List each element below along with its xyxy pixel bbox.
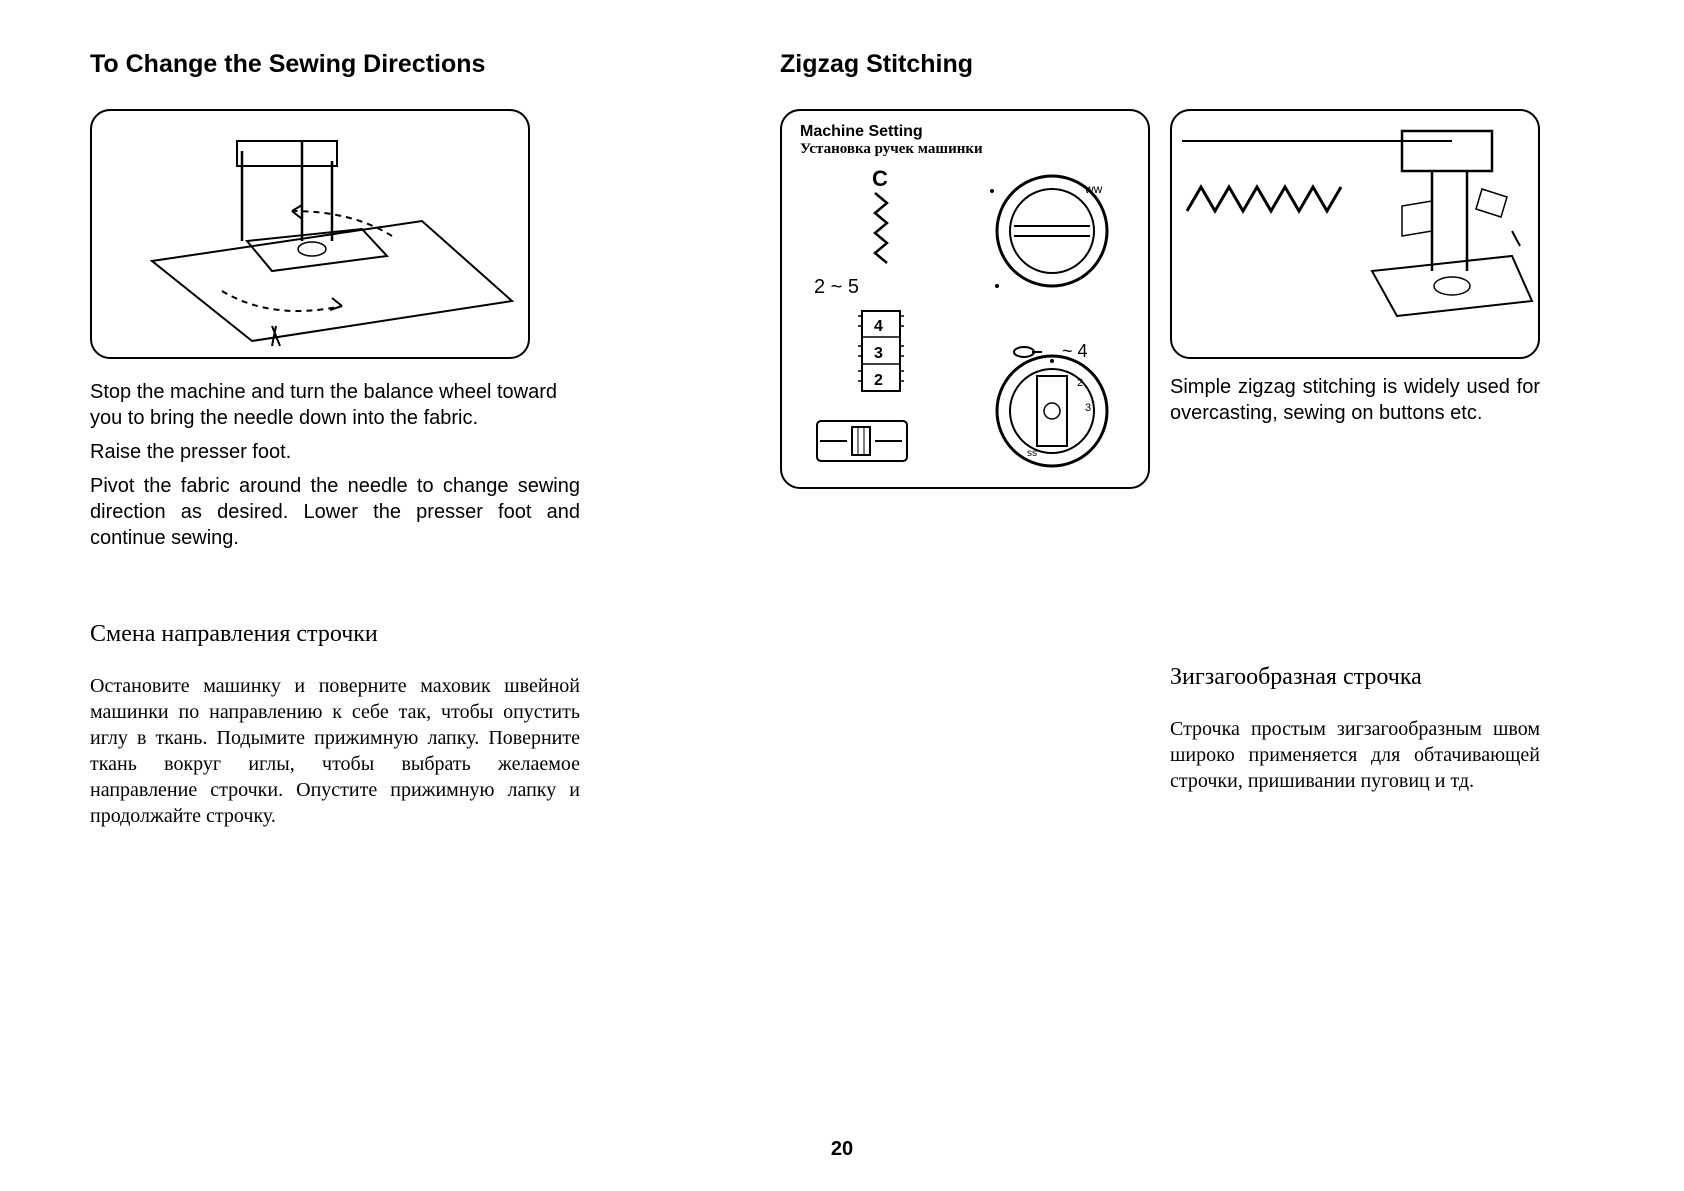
right-desc-ru: Строчка простым зигзагообразным швом шир…: [1170, 716, 1540, 794]
dial-num-2: 2: [874, 372, 883, 389]
machine-settings-diagram: Machine Setting Установка ручек машинки …: [780, 109, 1150, 489]
right-title-ru: Зигзагообразная строчка: [1170, 664, 1540, 691]
dial-num-4: 4: [874, 318, 883, 335]
right-column: Zigzag Stitching Machine Setting Установ…: [780, 50, 1594, 1161]
left-body-en-2: Raise the presser foot.: [90, 439, 580, 465]
page-number: 20: [831, 1138, 853, 1161]
svg-text:2: 2: [1077, 377, 1083, 389]
dial-num-3: 3: [874, 345, 883, 362]
zigzag-desc-en: Simple zigzag stitching is widely used f…: [1170, 374, 1540, 426]
left-title-ru: Смена направления строчки: [90, 621, 580, 648]
svg-text:ww: ww: [1084, 182, 1103, 196]
svg-text:3: 3: [1085, 402, 1091, 414]
left-body-en-1: Stop the machine and turn the balance wh…: [90, 379, 580, 431]
right-title-en: Zigzag Stitching: [780, 50, 1594, 79]
left-body-ru: Остановите машинку и поверните маховик ш…: [90, 673, 580, 829]
svg-text:ss: ss: [1027, 448, 1037, 459]
left-column: To Change the Sewing Directions Sto: [90, 50, 580, 1161]
sewing-direction-diagram: [90, 109, 530, 359]
left-title-en: To Change the Sewing Directions: [90, 50, 580, 79]
zigzag-stitch-diagram: [1170, 109, 1540, 359]
left-body-en-3: Pivot the fabric around the needle to ch…: [90, 473, 580, 551]
